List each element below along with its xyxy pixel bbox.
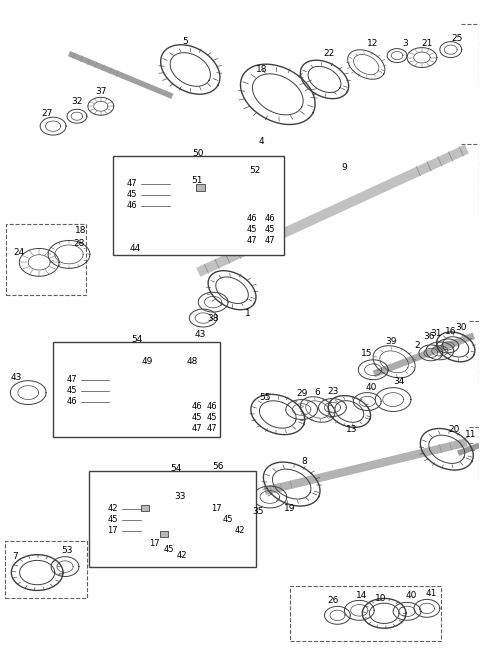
Text: 46: 46 [67, 397, 77, 406]
Text: 34: 34 [394, 377, 405, 386]
Text: 40: 40 [366, 383, 377, 392]
Text: 26: 26 [328, 596, 339, 605]
Text: 50: 50 [192, 148, 204, 157]
Text: 7: 7 [12, 552, 18, 561]
Text: 45: 45 [207, 413, 217, 422]
Text: 47: 47 [207, 424, 217, 433]
Bar [160, 531, 168, 537]
Text: 45: 45 [163, 545, 174, 554]
Text: 44: 44 [130, 244, 141, 253]
Text: 35: 35 [252, 508, 264, 516]
Text: 6: 6 [315, 388, 321, 397]
Text: 28: 28 [73, 239, 84, 248]
Text: 30: 30 [455, 324, 467, 333]
Text: 46: 46 [207, 402, 217, 411]
Bar [89, 471, 256, 567]
Text: 36: 36 [423, 332, 435, 341]
Bar [113, 156, 284, 255]
Text: 15: 15 [360, 349, 372, 358]
Text: 41: 41 [425, 589, 437, 598]
Text: 23: 23 [328, 387, 339, 396]
Text: 45: 45 [223, 515, 233, 525]
Text: 47: 47 [126, 179, 137, 188]
Text: 56: 56 [212, 462, 224, 471]
Text: 21: 21 [421, 39, 432, 48]
Text: 22: 22 [324, 49, 335, 58]
Text: 9: 9 [341, 163, 347, 172]
Text: 38: 38 [207, 313, 219, 322]
Text: 42: 42 [235, 526, 245, 536]
Text: 4: 4 [259, 136, 264, 146]
Text: 40: 40 [405, 591, 417, 600]
Text: 45: 45 [247, 225, 257, 234]
Text: 54: 54 [171, 463, 182, 473]
Text: 17: 17 [149, 540, 160, 548]
Text: 45: 45 [126, 190, 137, 200]
Text: 47: 47 [264, 236, 275, 245]
Text: 43: 43 [194, 330, 206, 339]
Text: 54: 54 [131, 335, 142, 345]
Text: 29: 29 [296, 389, 307, 398]
Text: 48: 48 [187, 358, 198, 367]
Text: 12: 12 [367, 39, 378, 48]
Text: 17: 17 [211, 504, 221, 514]
Bar [5, 541, 87, 599]
Text: 53: 53 [61, 546, 73, 555]
Text: 45: 45 [108, 515, 118, 525]
Text: 8: 8 [302, 457, 308, 465]
Text: 2: 2 [414, 341, 420, 350]
Text: 42: 42 [108, 504, 118, 514]
Text: 24: 24 [13, 248, 25, 257]
Text: 16: 16 [445, 328, 456, 337]
Text: 51: 51 [192, 176, 203, 185]
Text: 45: 45 [192, 413, 203, 422]
Text: 45: 45 [264, 225, 275, 234]
Bar [53, 342, 220, 437]
Text: 49: 49 [142, 358, 153, 367]
Bar [141, 505, 148, 511]
Text: 37: 37 [95, 87, 107, 96]
Text: 19: 19 [284, 504, 296, 514]
Text: 46: 46 [126, 202, 137, 210]
Text: 45: 45 [67, 386, 77, 395]
Text: 39: 39 [385, 337, 397, 346]
Text: 3: 3 [402, 39, 408, 48]
Text: 46: 46 [264, 214, 275, 223]
Text: 43: 43 [11, 373, 22, 382]
Text: 20: 20 [448, 425, 459, 434]
Text: 17: 17 [108, 526, 118, 536]
Text: 31: 31 [430, 330, 442, 339]
Text: 55: 55 [259, 393, 271, 402]
Text: 18: 18 [75, 226, 87, 235]
Text: 42: 42 [177, 551, 188, 560]
Text: 47: 47 [67, 375, 77, 384]
Bar [196, 184, 205, 191]
Text: 5: 5 [182, 37, 188, 46]
Text: 47: 47 [247, 236, 257, 245]
Text: 27: 27 [41, 109, 53, 118]
Text: 13: 13 [346, 425, 357, 434]
Text: 47: 47 [192, 424, 203, 433]
Text: 14: 14 [356, 591, 367, 600]
Text: 10: 10 [375, 594, 387, 603]
Text: 1: 1 [245, 309, 251, 318]
Text: 11: 11 [465, 430, 477, 439]
Bar [290, 586, 441, 641]
Text: 32: 32 [71, 97, 83, 106]
Text: 52: 52 [249, 166, 261, 176]
Text: 18: 18 [256, 65, 268, 74]
Text: 25: 25 [451, 34, 462, 43]
Bar [6, 224, 86, 295]
Text: 33: 33 [175, 493, 186, 502]
Text: 46: 46 [247, 214, 257, 223]
Text: 46: 46 [192, 402, 203, 411]
